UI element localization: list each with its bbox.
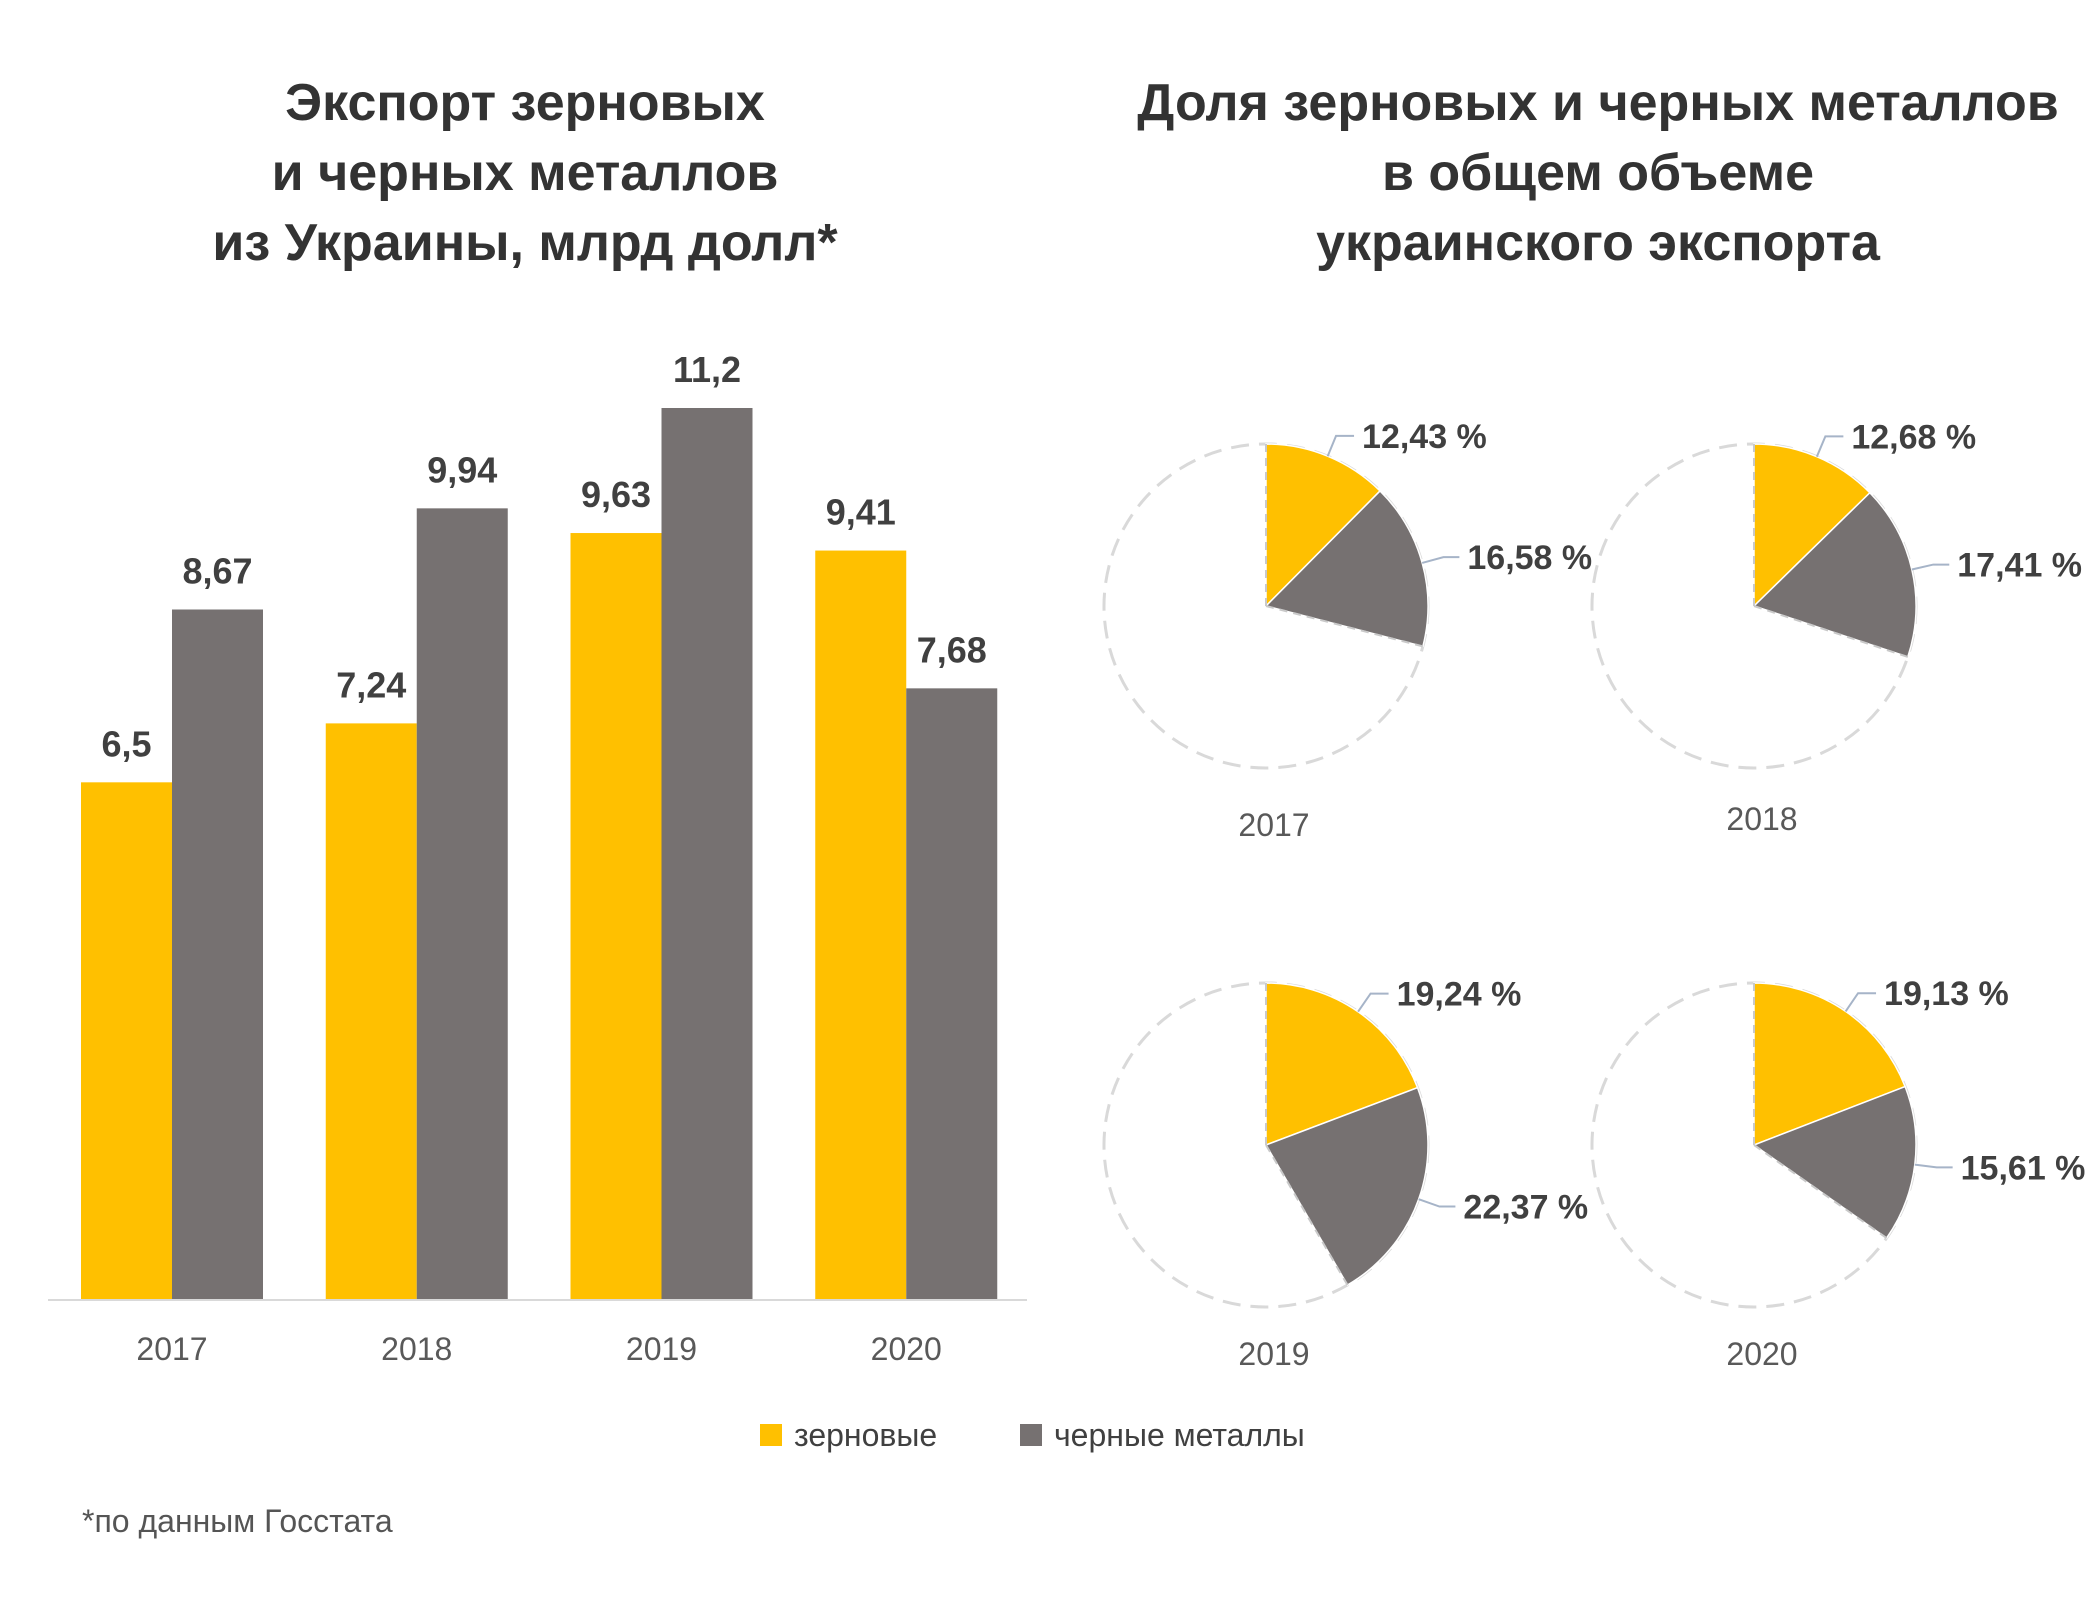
- pie-slice-label: 15,61 %: [1961, 1149, 2086, 1187]
- bar-data-label: 6,5: [101, 723, 151, 764]
- bar-data-label: 11,2: [673, 349, 741, 390]
- pie-chart-title-line: в общем объеме: [1382, 144, 1814, 202]
- bar-chart-title-line: Экспорт зерновых: [285, 74, 765, 132]
- pie-year-label: 2018: [1726, 801, 1797, 837]
- pie-leader-line: [1815, 435, 1844, 458]
- pie-chart-2020: 19,13 % 15,61 % 2020: [1590, 975, 2086, 1372]
- bar-chart: Экспорт зерновых и черных металлов из Укра…: [48, 74, 1027, 1367]
- x-tick-label: 2017: [136, 1331, 207, 1367]
- pie-slice-label: 17,41 %: [1957, 547, 2082, 585]
- pie-chart-title-line: украинского экспорта: [1316, 214, 1881, 272]
- pie-leader-line: [1911, 563, 1950, 571]
- bar-2018-grain: [325, 723, 417, 1300]
- pie-slice-label: 19,24 %: [1397, 976, 1522, 1014]
- pie-year-label: 2020: [1726, 1336, 1797, 1372]
- legend-swatch-metal: [1020, 1424, 1042, 1446]
- pie-chart-2018: 12,68 % 17,41 % 2018: [1590, 418, 2082, 837]
- pie-leader-line: [1326, 434, 1355, 457]
- bar-data-label: 8,67: [182, 550, 252, 591]
- x-tick-label: 2020: [871, 1331, 942, 1367]
- pie-slice-grain: [1753, 982, 1907, 1147]
- pie-chart-2019: 19,24 % 22,37 % 2019: [1102, 976, 1588, 1372]
- pie-leader-line: [1418, 1198, 1456, 1208]
- bar-2020-grain: [815, 550, 907, 1300]
- pie-leader-line: [1421, 556, 1460, 564]
- pie-slice-grain: [1753, 443, 1871, 608]
- pie-slice-label: 12,68 %: [1851, 418, 1976, 456]
- legend-label: черные металлы: [1054, 1417, 1305, 1453]
- footnote: *по данным Госстата: [82, 1503, 393, 1539]
- pie-leader-line: [1357, 992, 1389, 1013]
- pie-year-label: 2019: [1238, 1336, 1309, 1372]
- legend-swatch-grain: [760, 1424, 782, 1446]
- bar-2019-metal: [661, 408, 753, 1300]
- bar-data-label: 7,24: [336, 664, 406, 705]
- bar-data-label: 9,63: [581, 474, 651, 515]
- pie-leader-line: [1844, 992, 1877, 1012]
- pie-chart-title-line: Доля зерновых и черных металлов: [1137, 74, 2058, 132]
- bar-chart-title-line: из Украины, млрд долл*: [212, 214, 838, 272]
- x-tick-label: 2019: [626, 1331, 697, 1367]
- chart-legend: зерновые черные металлы: [760, 1417, 1305, 1453]
- pie-slice-metal: [1752, 491, 1917, 658]
- bar-chart-title-line: и черных металлов: [272, 144, 779, 202]
- legend-label: зерновые: [794, 1417, 937, 1453]
- pie-charts: Доля зерновых и черных металлов в общем о…: [1102, 74, 2086, 1372]
- bar-data-label: 7,68: [917, 629, 987, 670]
- pie-chart-2017: 12,43 % 16,58 % 2017: [1102, 418, 1592, 843]
- pie-year-label: 2017: [1238, 807, 1309, 843]
- bar-2017-grain: [81, 782, 172, 1300]
- pie-slice-label: 12,43 %: [1362, 418, 1487, 456]
- bar-data-label: 9,41: [826, 492, 896, 533]
- pie-slice-grain: [1265, 982, 1419, 1147]
- pie-leader-line: [1914, 1163, 1953, 1169]
- bar-2019-grain: [570, 533, 662, 1300]
- bar-data-label: 9,94: [427, 449, 497, 490]
- pie-slice-label: 22,37 %: [1463, 1189, 1588, 1227]
- pie-slice-label: 16,58 %: [1467, 539, 1592, 577]
- bar-2018-metal: [416, 508, 508, 1301]
- x-tick-label: 2018: [381, 1331, 452, 1367]
- pie-slice-metal: [1752, 1085, 1917, 1240]
- bar-2020-metal: [906, 688, 998, 1300]
- bar-2017-metal: [172, 609, 263, 1300]
- pie-slice-label: 19,13 %: [1884, 975, 2009, 1013]
